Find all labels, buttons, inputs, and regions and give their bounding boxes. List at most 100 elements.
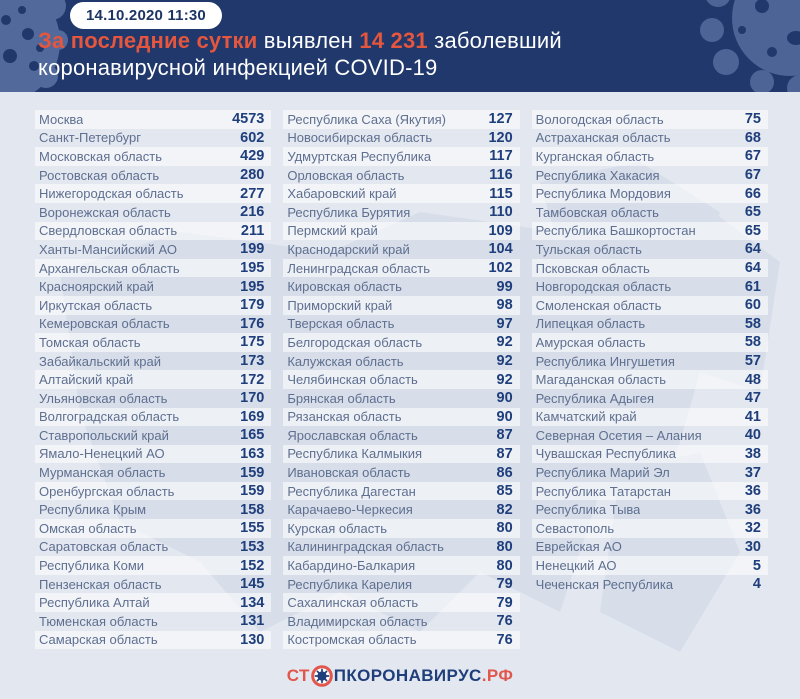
- table-row: Курганская область 67: [531, 147, 768, 166]
- table-row: Омская область 155: [35, 519, 272, 538]
- table-row: Кемеровская область 176: [35, 315, 271, 334]
- table-row: Удмуртская Республика 117: [283, 147, 520, 166]
- title-highlight-period: За последние сутки: [38, 28, 258, 53]
- region-count: 109: [488, 222, 513, 239]
- region-name: Республика Адыгея: [535, 390, 655, 406]
- region-count: 58: [744, 334, 761, 351]
- region-count: 87: [496, 445, 513, 462]
- region-count: 4: [752, 576, 761, 593]
- region-count: 79: [496, 594, 513, 611]
- region-count: 155: [240, 520, 265, 537]
- region-name: Иркутская область: [39, 297, 153, 313]
- region-count: 90: [496, 408, 513, 425]
- region-count: 115: [489, 185, 513, 202]
- region-count: 75: [744, 111, 761, 128]
- region-count: 117: [489, 148, 513, 165]
- table-row: Кабардино-Балкария 80: [283, 556, 520, 575]
- region-count: 86: [496, 464, 513, 481]
- region-name: Республика Дагестан: [287, 483, 416, 499]
- region-count: 159: [240, 483, 265, 500]
- region-count: 165: [240, 427, 265, 444]
- table-row: Республика Татарстан 36: [531, 481, 768, 501]
- region-count: 92: [496, 353, 513, 370]
- header: 14.10.2020 11:30 За последние сутки выяв…: [0, 0, 800, 92]
- table-row: Хабаровский край 115: [283, 184, 520, 203]
- region-name: Магаданская область: [535, 372, 667, 388]
- logo-suffix: .РФ: [481, 666, 514, 685]
- region-name: Республика Татарстан: [535, 483, 671, 499]
- region-name: Республика Башкортостан: [535, 223, 696, 239]
- table-row: Республика Хакасия 67: [532, 166, 768, 185]
- region-count: 131: [240, 613, 265, 630]
- table-row: Астраханская область 68: [532, 129, 768, 148]
- region-name: Ханты-Мансийский АО: [39, 241, 177, 257]
- table-row: Пензенская область 145: [35, 575, 271, 594]
- table-row: Москва 4573: [35, 110, 272, 129]
- region-name: Самарская область: [39, 632, 158, 648]
- table-row: Саратовская область 153: [35, 538, 271, 557]
- table-row: Амурская область 58: [531, 333, 768, 352]
- region-name: Приморский край: [287, 297, 393, 313]
- region-count: 159: [240, 464, 265, 481]
- region-count: 104: [488, 241, 513, 258]
- table-row: Камчатский край 41: [531, 407, 768, 427]
- region-count: 76: [496, 631, 513, 648]
- stop-virus-icon: [310, 665, 333, 687]
- table-row: Тульская область 64: [532, 240, 768, 259]
- region-count: 179: [240, 297, 265, 314]
- region-name: Калининградская область: [287, 539, 444, 555]
- region-name: Республика Мордовия: [535, 186, 671, 202]
- regions-table-area: Москва 4573 Санкт-Петербург 602 Московская о…: [0, 92, 800, 699]
- region-name: Кировская область: [287, 279, 402, 295]
- title-highlight-count: 14 231: [359, 28, 428, 53]
- title-line-2: коронавирусной инфекцией COVID-19: [38, 55, 438, 80]
- table-row: Республика Коми 152: [35, 556, 272, 575]
- region-name: Кемеровская область: [39, 316, 170, 332]
- table-row: Челябинская область 92: [283, 370, 520, 389]
- regions-column-3: Вологодская область 75 Астраханская област…: [531, 110, 768, 594]
- region-count: 169: [240, 408, 265, 425]
- region-count: 90: [496, 390, 513, 407]
- date-text: 14.10.2020 11:30: [86, 7, 206, 24]
- table-row: Чеченская Республика 4: [532, 575, 768, 594]
- region-count: 82: [496, 501, 513, 518]
- region-count: 199: [240, 241, 265, 258]
- table-row: Ивановская область 86: [283, 463, 519, 482]
- table-row: Самарская область 130: [35, 630, 272, 650]
- region-name: Новгородская область: [535, 279, 672, 295]
- region-name: Амурская область: [535, 334, 646, 350]
- table-row: Кировская область 99: [283, 277, 519, 296]
- title-text-2: заболевший: [427, 28, 562, 53]
- table-row: Республика Крым 158: [35, 500, 271, 519]
- region-count: 216: [240, 204, 265, 221]
- table-row: Республика Ингушетия 57: [532, 352, 768, 371]
- regions-column-1: Москва 4573 Санкт-Петербург 602 Московская о…: [35, 110, 272, 650]
- region-count: 110: [489, 204, 513, 221]
- table-row: Липецкая область 58: [532, 315, 768, 334]
- region-count: 36: [744, 501, 761, 518]
- region-count: 38: [744, 445, 761, 462]
- region-count: 158: [240, 501, 265, 518]
- table-row: Сахалинская область 79: [283, 593, 520, 613]
- region-count: 134: [240, 594, 265, 611]
- region-count: 153: [240, 538, 265, 555]
- region-name: Республика Саха (Якутия): [287, 111, 446, 127]
- table-row: Республика Карелия 79: [283, 575, 519, 594]
- region-name: Вологодская область: [535, 111, 664, 127]
- region-name: Республика Ингушетия: [535, 353, 675, 369]
- region-name: Ростовская область: [39, 167, 160, 183]
- region-name: Краснодарский край: [287, 241, 410, 257]
- region-name: Курганская область: [535, 148, 655, 164]
- table-row: Воронежская область 216: [35, 203, 271, 222]
- region-count: 120: [488, 129, 513, 146]
- table-row: Московская область 429: [35, 147, 272, 166]
- region-count: 61: [744, 278, 761, 295]
- date-badge: 14.10.2020 11:30: [70, 2, 222, 29]
- region-count: 98: [496, 297, 513, 314]
- region-count: 5: [752, 557, 761, 574]
- region-count: 30: [744, 538, 761, 555]
- region-name: Тверская область: [287, 316, 395, 332]
- table-row: Тюменская область 131: [35, 612, 271, 631]
- title-text: выявлен: [257, 28, 360, 53]
